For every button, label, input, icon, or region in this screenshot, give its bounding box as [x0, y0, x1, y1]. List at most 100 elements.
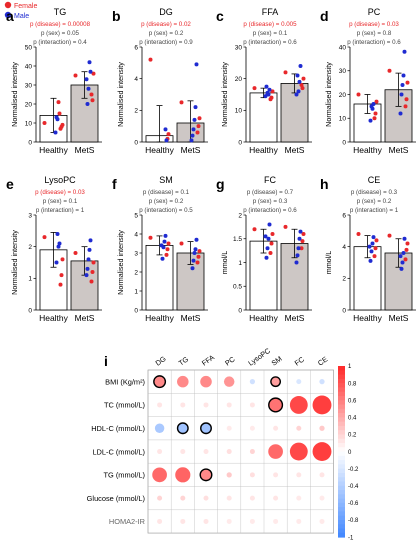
male-point	[85, 102, 90, 106]
colorbar-segment	[338, 408, 345, 414]
y-tick-label: 6	[134, 44, 138, 51]
colorbar-segment	[338, 528, 345, 534]
heatmap-cell-marker	[175, 467, 191, 483]
male-point	[194, 62, 199, 67]
female-point	[56, 100, 61, 105]
female-point	[196, 254, 201, 259]
stat-label: p (disease) = 0.1	[143, 189, 190, 196]
male-point	[55, 232, 60, 236]
y-tick-label: 0	[28, 139, 32, 146]
stat-label: p (disease) = 0.03	[35, 189, 85, 196]
heatmap-cell-marker	[273, 425, 279, 431]
male-point	[192, 251, 197, 255]
heatmap-cell-marker	[312, 395, 332, 415]
heatmap-cell-marker	[312, 442, 332, 461]
panel-title: PC	[368, 7, 381, 17]
panel-letter: h	[320, 176, 329, 192]
x-tick-label: MetS	[389, 313, 409, 323]
colorbar-segment	[338, 378, 345, 384]
x-tick-label: Healthy	[145, 313, 175, 323]
male-point	[86, 257, 91, 262]
male-point	[160, 256, 165, 261]
heatmap-cell-marker	[273, 472, 279, 478]
female-point	[372, 254, 377, 259]
panel-title: FFA	[262, 7, 279, 17]
colorbar-segment	[338, 524, 345, 530]
male-point	[402, 49, 407, 54]
male-point	[87, 247, 92, 252]
y-tick-label: 20	[235, 76, 243, 83]
y-axis-label: Normalised intensity	[10, 230, 19, 295]
x-tick-label: MetS	[389, 145, 409, 155]
female-point	[374, 99, 379, 104]
heatmap-cell-marker	[203, 402, 209, 408]
male-point	[399, 266, 404, 271]
y-tick-label: 2	[342, 276, 346, 283]
male-point	[370, 241, 375, 246]
heatmap-row-label: BMI (Kg/m²)	[105, 377, 145, 386]
male-point	[162, 239, 167, 244]
panel-title: LysoPC	[44, 175, 76, 185]
male-point	[264, 84, 269, 89]
heatmap-cell-marker	[200, 375, 212, 388]
male-point	[56, 244, 61, 249]
heatmap-cell-marker	[273, 518, 279, 524]
y-tick-label: 10	[235, 108, 243, 115]
male-point	[399, 92, 404, 97]
stat-label: p (sex) = 0.2	[357, 198, 392, 205]
heatmap-cell-marker	[199, 468, 213, 482]
colorbar-segment	[338, 374, 345, 380]
male-point	[194, 237, 199, 242]
female-point	[300, 86, 305, 91]
male-point	[367, 244, 372, 249]
y-tick-label: 30	[339, 68, 347, 75]
panel-title: FC	[264, 175, 276, 185]
panel-d: d PC p (disease) = 0.03 p (sex) = 0.8 p (int…	[320, 7, 416, 155]
heatmap-cell-marker	[180, 518, 186, 524]
x-tick-label: Healthy	[39, 313, 69, 323]
colorbar-tick-label: 0.6	[348, 398, 357, 404]
female-point	[148, 57, 153, 62]
panel-letter: a	[6, 8, 14, 24]
x-tick-label: MetS	[181, 313, 201, 323]
heatmap-cell-marker	[296, 495, 302, 501]
male-point	[297, 236, 302, 241]
female-point	[58, 126, 63, 131]
y-tick-label: 30	[25, 82, 33, 89]
stat-label: p (interaction) = 0.5	[139, 207, 193, 214]
heatmap-cell-marker	[296, 425, 302, 431]
y-tick-label: 2	[134, 108, 138, 115]
heatmap-cell-marker	[157, 449, 163, 455]
colorbar-segment	[338, 425, 345, 431]
heatmap-cell-marker	[176, 422, 189, 435]
heatmap-row-label: LDL-C (mmol/L)	[92, 447, 145, 456]
male-point	[87, 60, 92, 65]
heatmap-cell-marker	[226, 402, 232, 408]
colorbar-segment	[338, 481, 345, 487]
female-point	[268, 251, 273, 255]
male-point	[401, 73, 406, 78]
heatmap-row-label: Glucose (mmol/L)	[87, 494, 145, 503]
colorbar-tick-label: 1	[348, 364, 352, 370]
x-tick-label: MetS	[285, 313, 305, 323]
bar-healthy	[249, 92, 278, 143]
y-tick-label: 40	[25, 63, 33, 70]
heatmap-cell-marker	[180, 449, 186, 455]
female-point	[301, 232, 306, 236]
male-point	[369, 104, 374, 109]
y-axis-label: Normalised intensity	[116, 230, 125, 295]
heatmap-cell-marker	[249, 472, 255, 478]
panel-g: g FC p (disease) = 0.7 p (sex) = 0.3 p (inte…	[216, 175, 312, 323]
legend-female-label: Female	[14, 3, 37, 10]
stat-label: p (interaction) = 0.6	[243, 39, 297, 46]
female-point	[58, 282, 63, 287]
male-point	[190, 133, 195, 138]
y-tick-label: 0	[238, 307, 242, 314]
male-point	[294, 260, 299, 265]
male-point	[265, 246, 270, 251]
male-point	[265, 90, 270, 95]
female-point	[299, 83, 304, 87]
y-tick-label: 0	[238, 139, 242, 146]
heatmap-cell-marker	[203, 518, 209, 524]
male-point	[53, 130, 58, 135]
